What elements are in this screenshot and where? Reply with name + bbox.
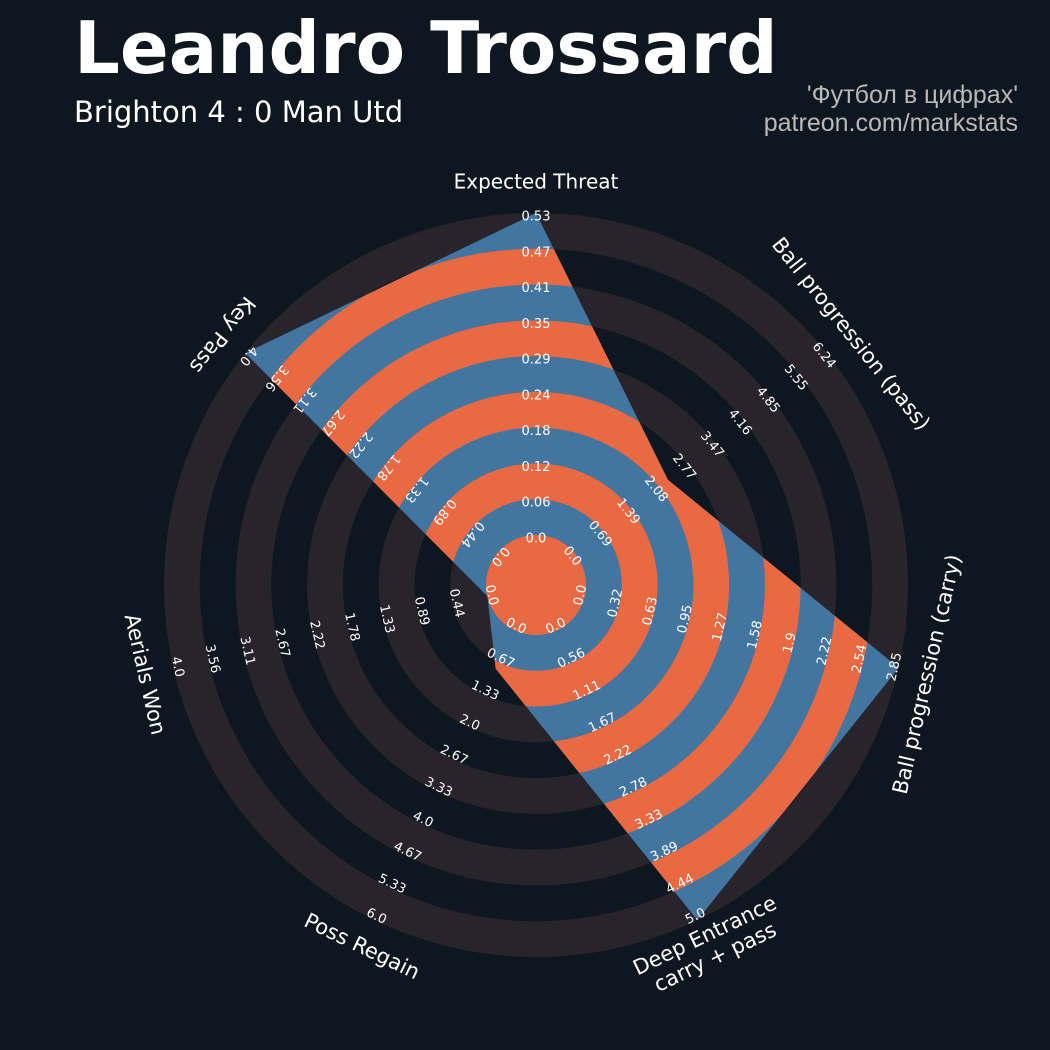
tick-label: 0.0 bbox=[571, 583, 590, 607]
tick-label: 0.63 bbox=[640, 595, 661, 627]
tick-label: 1.33 bbox=[376, 603, 397, 635]
tick-label: 4.0 bbox=[168, 655, 187, 679]
tick-label: 1.58 bbox=[745, 619, 766, 651]
tick-label: 1.27 bbox=[710, 611, 731, 643]
tick-label: 0.47 bbox=[522, 245, 551, 260]
tick-label: 2.67 bbox=[271, 627, 292, 659]
credit-line-2: patreon.com/markstats bbox=[763, 108, 1018, 137]
axis-label: Aerials Won bbox=[120, 611, 171, 737]
tick-label: 0.35 bbox=[522, 317, 551, 332]
tick-label: 3.56 bbox=[202, 643, 223, 675]
tick-label: 3.11 bbox=[236, 635, 257, 667]
axis-label: Expected Threat bbox=[454, 170, 619, 194]
tick-label: 0.41 bbox=[522, 281, 551, 296]
tick-label: 0.89 bbox=[411, 595, 432, 627]
chart-title: Leandro Trossard bbox=[74, 6, 778, 90]
tick-label: 2.22 bbox=[814, 635, 835, 667]
tick-label: 0.24 bbox=[522, 388, 551, 403]
tick-label: 0.0 bbox=[482, 583, 501, 607]
tick-label: 0.12 bbox=[522, 460, 551, 475]
tick-label: 0.95 bbox=[675, 603, 696, 635]
tick-label: 2.54 bbox=[849, 643, 870, 675]
credit-block: 'Футбол в цифрах' patreon.com/markstats bbox=[763, 81, 1018, 137]
tick-label: 1.9 bbox=[780, 631, 799, 655]
chart-subtitle: Brighton 4 : 0 Man Utd bbox=[74, 95, 404, 129]
tick-label: 0.29 bbox=[522, 353, 551, 368]
credit-line-1: 'Футбол в цифрах' bbox=[806, 81, 1018, 109]
axis-label-line: Expected Threat bbox=[454, 170, 619, 194]
tick-label: 2.22 bbox=[306, 619, 327, 651]
axis-label-line: Aerials Won bbox=[120, 611, 171, 737]
tick-label: 0.44 bbox=[446, 587, 467, 619]
tick-label: 0.53 bbox=[522, 210, 551, 225]
tick-label: 1.78 bbox=[341, 611, 362, 643]
tick-label: 0.06 bbox=[522, 496, 551, 511]
tick-label: 0.32 bbox=[605, 587, 626, 619]
tick-label: 0.18 bbox=[522, 424, 551, 439]
tick-label: 0.0 bbox=[526, 532, 547, 547]
center-disc bbox=[486, 535, 586, 635]
tick-label: 2.85 bbox=[884, 651, 905, 683]
